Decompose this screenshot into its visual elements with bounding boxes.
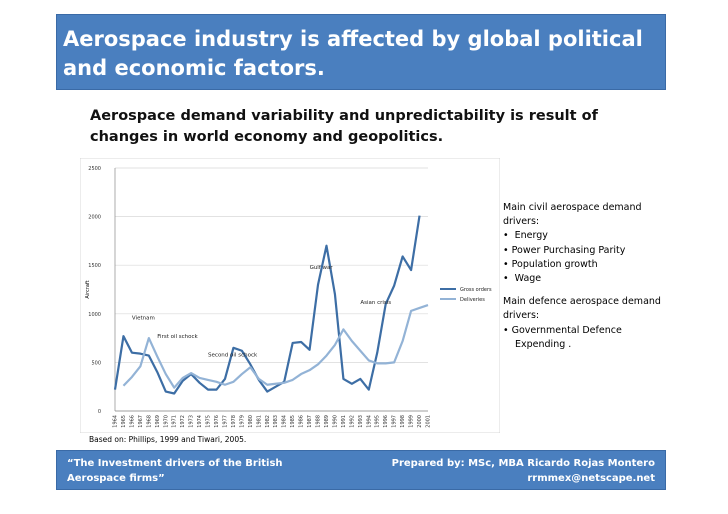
x-tick-label: 1973 xyxy=(189,415,195,428)
y-tick-label: 1500 xyxy=(88,263,101,269)
legend-label: Deliveries xyxy=(460,297,485,303)
civil-item: • Energy xyxy=(503,230,548,242)
x-tick-label: 1991 xyxy=(341,415,347,428)
x-tick-label: 1988 xyxy=(316,415,322,428)
x-tick-label: 1985 xyxy=(290,415,296,428)
x-tick-label: 1986 xyxy=(299,415,305,428)
series-line-deliveries xyxy=(122,304,429,389)
footer-author-email: rrmmex@netscape.net xyxy=(527,473,655,484)
x-tick-label: 1992 xyxy=(349,415,355,428)
source-note: Based on: Phillips, 1999 and Tiwari, 200… xyxy=(89,435,247,444)
x-tick-label: 1999 xyxy=(409,415,415,428)
notes-panel: Main civil aerospace demand drivers: • E… xyxy=(503,201,673,352)
x-tick-label: 1987 xyxy=(307,415,313,428)
x-tick-label: 1975 xyxy=(206,415,212,428)
x-tick-label: 1968 xyxy=(146,415,152,428)
x-tick-label: 1967 xyxy=(138,415,144,428)
x-tick-label: 1983 xyxy=(273,415,279,428)
civil-heading: Main civil aerospace demand drivers: xyxy=(503,202,642,228)
x-tick-label: 1984 xyxy=(282,415,288,428)
footer-author-name: Prepared by: MSc, MBA Ricardo Rojas Mont… xyxy=(391,458,655,469)
footer-bar: “The Investment drivers of the British A… xyxy=(56,450,666,490)
y-axis-title: Aircraft xyxy=(85,280,91,298)
x-tick-label: 1971 xyxy=(172,415,178,428)
x-tick-label: 1996 xyxy=(383,415,389,428)
chart-annotation: Second oil schock xyxy=(208,353,258,359)
defence-heading: Main defence aerospace demand drivers: xyxy=(503,296,661,322)
x-tick-label: 1981 xyxy=(256,415,262,428)
chart-annotation: Gulf war xyxy=(310,265,334,271)
y-tick-label: 2000 xyxy=(88,215,101,221)
x-tick-label: 1972 xyxy=(180,415,186,428)
x-tick-label: 1966 xyxy=(129,415,135,428)
y-tick-label: 500 xyxy=(91,360,101,366)
civil-item-text: Energy xyxy=(514,230,548,242)
footer-reference: “The Investment drivers of the British A… xyxy=(67,458,283,484)
x-tick-label: 2000 xyxy=(417,415,423,428)
x-tick-label: 1993 xyxy=(358,415,364,428)
x-tick-label: 1982 xyxy=(265,415,271,428)
x-tick-label: 1976 xyxy=(214,415,220,428)
civil-item-text: Power Purchasing Parity xyxy=(511,244,626,256)
series-line-gross-orders xyxy=(113,215,421,395)
x-tick-label: 1978 xyxy=(231,415,237,428)
line-chart: 0 500 1000 1500 2000 2500 Aircraft 1964 1965 1966… xyxy=(80,158,500,433)
civil-item-text: Population growth xyxy=(511,258,598,270)
defence-item: • Governmental Defence Expending . xyxy=(503,324,622,350)
x-tick-label: 1965 xyxy=(121,415,127,428)
x-tick-label: 1977 xyxy=(222,415,228,428)
y-tick-label: 2500 xyxy=(88,166,101,172)
civil-item: • Power Purchasing Parity xyxy=(503,244,626,256)
x-tick-label: 2001 xyxy=(426,415,432,428)
x-tick-label: 1998 xyxy=(400,415,406,428)
chart-annotation: Asian crisis xyxy=(360,300,391,306)
x-tick-label: 1980 xyxy=(248,415,254,428)
y-tick-label: 0 xyxy=(98,409,101,415)
x-tick-label: 1995 xyxy=(375,415,381,428)
chart-annotation: Vietnam xyxy=(132,316,155,322)
x-tick-label: 1964 xyxy=(113,415,119,428)
chart-annotation: First oil schock xyxy=(157,334,198,340)
y-tick-label: 1000 xyxy=(88,312,101,318)
chart-frame xyxy=(80,158,500,433)
chart-container: 0 500 1000 1500 2000 2500 Aircraft 1964 1965 1966… xyxy=(80,158,500,433)
x-tick-label: 1990 xyxy=(332,415,338,428)
civil-item-text: Wage xyxy=(514,273,542,285)
x-tick-label: 1994 xyxy=(366,415,372,428)
x-tick-label: 1997 xyxy=(392,415,398,428)
x-tick-label: 1974 xyxy=(197,415,203,428)
footer-author: Prepared by: MSc, MBA Ricardo Rojas Mont… xyxy=(355,456,655,486)
title-bar: Aerospace industry is affected by global… xyxy=(56,14,666,90)
defence-item-text: Governmental Defence Expending . xyxy=(511,324,622,350)
legend-label: Gross orders xyxy=(460,287,492,293)
x-tick-label: 1979 xyxy=(239,415,245,428)
slide-title: Aerospace industry is affected by global… xyxy=(63,27,643,80)
civil-item: • Wage xyxy=(503,273,542,285)
x-tick-label: 1989 xyxy=(324,415,330,428)
x-tick-label: 1970 xyxy=(163,415,169,428)
slide-subtitle: Aerospace demand variability and unpredi… xyxy=(90,108,598,145)
x-tick-label: 1969 xyxy=(155,415,161,428)
civil-item: • Population growth xyxy=(503,258,598,270)
